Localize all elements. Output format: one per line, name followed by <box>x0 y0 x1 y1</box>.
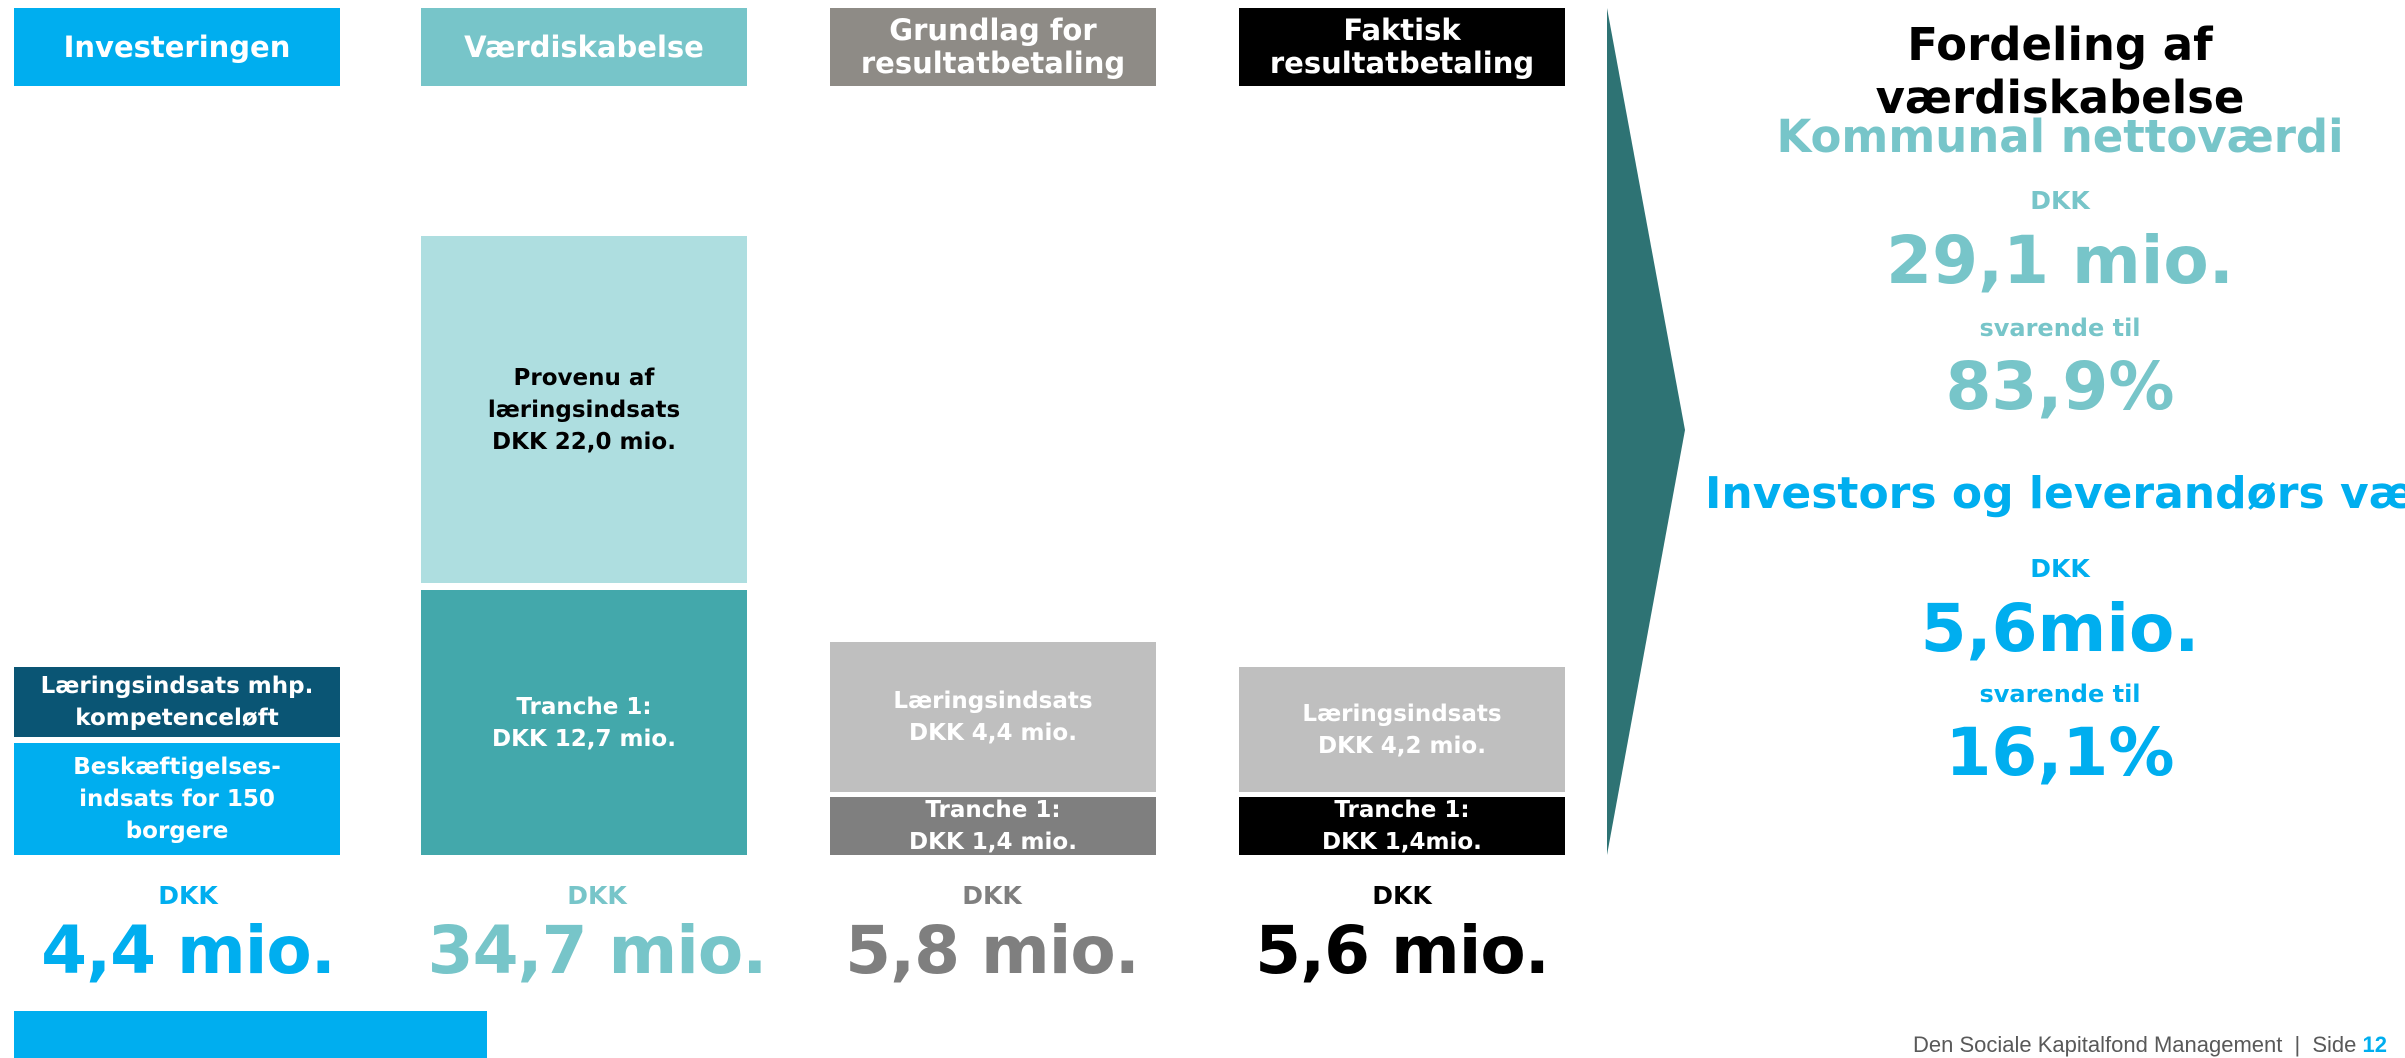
page-number: 12 <box>2362 1032 2387 1057</box>
total-investeringen: 4,4 mio. <box>41 912 336 989</box>
header-vaerdiskabelse: Værdiskabelse <box>421 8 747 86</box>
investor-prefix: DKK <box>2030 554 2090 583</box>
investor-equiv: svarende til <box>1979 680 2141 708</box>
total-faktisk: 5,6 mio. <box>1255 912 1550 989</box>
bar-vaerdiskabelse-segment-1-label: Tranche 1: DKK 12,7 mio. <box>492 693 676 752</box>
bar-vaerdiskabelse-segment-1: Tranche 1: DKK 12,7 mio. <box>421 590 747 855</box>
bar-investeringen-segment-1: Beskæftigelses-indsats for 150 borgere <box>14 743 340 855</box>
kommunal-heading: Kommunal nettoværdi <box>1776 110 2344 163</box>
investor-heading: Investors og leverandørs værdi <box>1705 468 2405 519</box>
header-investeringen: Investeringen <box>14 8 340 86</box>
bar-investeringen-segment-2: Læringsindsats mhp. kompetenceløft <box>14 667 340 737</box>
bar-faktisk-segment-2: Læringsindsats DKK 4,2 mio. <box>1239 667 1565 792</box>
footer-separator: | <box>2294 1032 2301 1057</box>
total-prefix-vaerdiskabelse: DKK <box>567 881 627 910</box>
kommunal-amount: 29,1 mio. <box>1886 222 2234 299</box>
total-prefix-investeringen: DKK <box>158 881 218 910</box>
bar-grundlag-segment-1-label: Tranche 1: DKK 1,4 mio. <box>909 797 1077 855</box>
distribution-title: Fordeling af værdiskabelse <box>1875 18 2245 124</box>
bar-faktisk-segment-1: Tranche 1: DKK 1,4mio. <box>1239 797 1565 855</box>
bar-grundlag-segment-1: Tranche 1: DKK 1,4 mio. <box>830 797 1156 855</box>
investor-amount: 5,6mio. <box>1920 590 2200 667</box>
bar-vaerdiskabelse-segment-2-label: Provenu af læringsindsats DKK 22,0 mio. <box>487 364 681 455</box>
footer-accent-bar <box>14 1011 487 1058</box>
investor-pct: 16,1% <box>1945 714 2175 791</box>
header-faktisk-label: Faktisk resultatbetaling <box>1269 13 1535 80</box>
header-grundlag: Grundlag for resultatbetaling <box>830 8 1156 86</box>
total-grundlag: 5,8 mio. <box>845 912 1140 989</box>
total-prefix-faktisk: DKK <box>1372 881 1432 910</box>
bar-vaerdiskabelse-segment-2: Provenu af læringsindsats DKK 22,0 mio. <box>421 236 747 583</box>
footer-text: Den Sociale Kapitalfond Management <box>1913 1032 2283 1057</box>
footer: Den Sociale Kapitalfond Management | Sid… <box>1913 1032 2387 1058</box>
header-faktisk: Faktisk resultatbetaling <box>1239 8 1565 86</box>
footer-side-label: Side <box>2312 1032 2357 1057</box>
header-investeringen-label: Investeringen <box>63 29 291 64</box>
header-vaerdiskabelse-label: Værdiskabelse <box>464 29 704 64</box>
header-grundlag-label: Grundlag for resultatbetaling <box>860 13 1126 80</box>
kommunal-equiv: svarende til <box>1979 314 2141 342</box>
bar-grundlag-segment-2-label: Læringsindsats DKK 4,4 mio. <box>893 688 1093 746</box>
kommunal-pct: 83,9% <box>1945 348 2175 425</box>
bar-grundlag-segment-2: Læringsindsats DKK 4,4 mio. <box>830 642 1156 792</box>
bar-investeringen-segment-1-label: Beskæftigelses-indsats for 150 borgere <box>73 754 281 844</box>
kommunal-prefix: DKK <box>2030 186 2090 215</box>
total-prefix-grundlag: DKK <box>962 881 1022 910</box>
total-vaerdiskabelse: 34,7 mio. <box>427 912 768 989</box>
chevron-arrow-icon <box>1607 8 1685 855</box>
bar-faktisk-segment-2-label: Læringsindsats DKK 4,2 mio. <box>1302 700 1502 759</box>
bar-investeringen-segment-2-label: Læringsindsats mhp. kompetenceløft <box>40 673 314 731</box>
chevron-arrow-shape <box>1607 8 1685 855</box>
bar-faktisk-segment-1-label: Tranche 1: DKK 1,4mio. <box>1322 797 1482 855</box>
